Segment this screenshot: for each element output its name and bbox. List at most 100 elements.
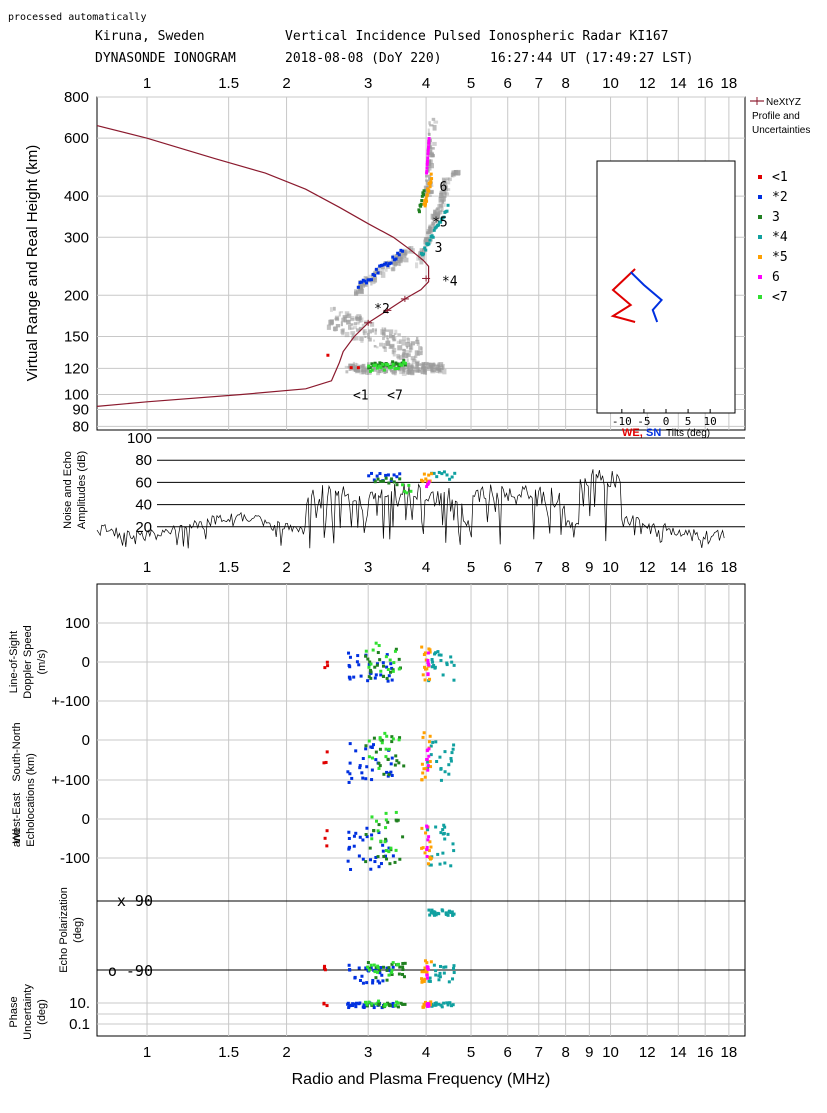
echo-pixel — [390, 363, 393, 367]
tilt-label-axis: Tilts (deg) — [666, 428, 710, 439]
echo-pixel — [431, 221, 436, 224]
echo-pixel — [381, 267, 385, 273]
doppler-dot — [387, 674, 391, 678]
we-location-dot — [434, 825, 438, 829]
echo-pixel — [340, 321, 343, 327]
observation-time: 16:27:44 UT (17:49:27 LST) — [490, 51, 694, 66]
echo-pixel — [425, 179, 429, 182]
echo-pixel — [400, 254, 404, 258]
amp-dot-green — [387, 481, 391, 485]
x-axis-title: Radio and Plasma Frequency (MHz) — [292, 1071, 551, 1088]
sn-location-dot — [434, 740, 438, 744]
echo-pixel — [435, 369, 440, 374]
doppler-dot — [423, 651, 427, 655]
echo-pixel — [392, 351, 396, 357]
echo-pixel — [415, 362, 419, 367]
echo-pixel — [403, 252, 408, 256]
legend-label: 6 — [772, 270, 780, 285]
echo-pixel — [429, 163, 434, 169]
trace-dot-lime — [391, 362, 395, 366]
echo-pixel — [428, 174, 432, 180]
echo-pixel — [335, 323, 341, 328]
echo-pixel — [373, 345, 377, 348]
legend-swatch — [758, 255, 762, 259]
echo-pixel — [401, 339, 406, 346]
trace-dot-cyan — [439, 220, 443, 224]
we-location-dot — [364, 860, 368, 864]
polarization-o-dot — [376, 970, 380, 974]
y-tick-label: 800 — [64, 89, 89, 106]
trace-dot-blue — [356, 285, 360, 289]
amp-dot-cyan — [442, 470, 446, 474]
sn-location-dot — [346, 770, 350, 774]
polarization-o-dot — [376, 964, 380, 968]
legend-swatch — [758, 175, 762, 179]
trace-dot-lime — [370, 368, 374, 372]
echo-pixel — [407, 363, 411, 368]
echo-pixel — [343, 316, 347, 323]
sn-location-dot — [347, 780, 351, 784]
polarization-o-dot — [376, 979, 380, 983]
echo-pixel — [393, 333, 396, 336]
sn-location-dot — [354, 749, 358, 753]
sn-location-dot — [390, 740, 394, 744]
doppler-dot — [376, 651, 380, 655]
echo-pixel — [440, 202, 446, 207]
amp-dot-cyan — [445, 473, 449, 477]
x-tick-label-top: 18 — [721, 75, 738, 92]
echo-pixel — [436, 217, 439, 222]
doppler-dot — [389, 662, 393, 666]
sn-location-dot — [449, 759, 453, 763]
polarization-o-dot — [357, 966, 361, 970]
height-profile — [96, 125, 431, 407]
doppler-tick-label: 0 — [82, 654, 90, 671]
amp-ylabel-1: Noise and Echo — [62, 451, 74, 529]
sn-location-dot — [426, 760, 430, 764]
phase-dot — [450, 1004, 454, 1008]
phase-dot — [426, 1004, 430, 1008]
echo-pixel — [350, 363, 354, 367]
echo-pixel — [444, 192, 447, 198]
echo-pixel — [426, 160, 432, 166]
trace-dot-magenta — [425, 171, 429, 175]
we-location-dot — [379, 862, 383, 866]
doppler-dot — [428, 650, 432, 654]
location-ylabel-and: and — [11, 829, 23, 847]
phase-dot — [448, 1001, 452, 1005]
polarization-o-dot — [426, 965, 430, 969]
echo-pixel — [392, 262, 395, 266]
trace-dot-green — [403, 363, 407, 367]
echo-pixel — [371, 328, 375, 333]
we-location-dot — [446, 832, 450, 836]
polarization-o-dot — [369, 963, 373, 967]
echo-pixel — [409, 246, 414, 252]
trace-dot-lime — [368, 369, 372, 373]
echo-pixel — [359, 288, 364, 295]
doppler-dot — [325, 660, 329, 664]
amp-dot-orange — [421, 479, 425, 483]
polarization-o-dot — [322, 966, 326, 970]
doppler-dot — [369, 670, 373, 674]
echo-pixel — [434, 214, 439, 219]
echo-pixel — [398, 257, 403, 264]
echo-pixel — [416, 366, 419, 373]
amp-dot-cyan — [435, 475, 439, 479]
echo-pixel — [410, 365, 415, 369]
we-location-dot — [438, 862, 442, 866]
sn-location-dot — [427, 747, 431, 751]
sn-location-dot — [358, 766, 362, 770]
sn-location-dot — [372, 743, 376, 747]
amp-dot-cyan — [450, 475, 454, 479]
sn-location-dot — [387, 773, 391, 777]
trace-dot-orange — [427, 189, 431, 193]
we-location-dot — [384, 849, 388, 853]
sn-location-dot — [390, 756, 394, 760]
polarization-x-dot — [434, 913, 438, 917]
tilt-inset-frame — [596, 160, 736, 414]
echo-pixel — [364, 335, 367, 339]
echo-pixel — [410, 341, 415, 346]
doppler-dot — [428, 648, 432, 652]
echo-pixel — [415, 366, 420, 371]
echo-pixel — [453, 173, 457, 177]
amp-dot-lime — [405, 491, 409, 495]
